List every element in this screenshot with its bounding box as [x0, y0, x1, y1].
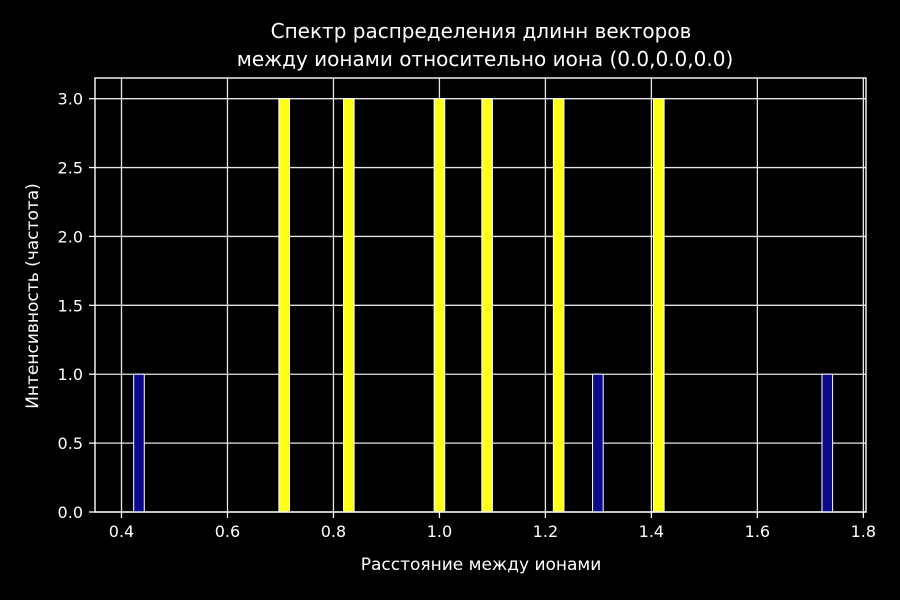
histogram-bar [343, 98, 355, 513]
x-axis-label: Расстояние между ионами [361, 555, 602, 575]
x-tick-label: 1.6 [745, 522, 770, 541]
histogram-bar [653, 98, 665, 513]
histogram-bar [133, 373, 145, 513]
x-tick-label: 1.2 [533, 522, 558, 541]
x-tick-label: 0.4 [109, 522, 134, 541]
y-tick-label: 0.0 [58, 503, 83, 522]
histogram-bar [433, 98, 446, 513]
histogram-bar [552, 98, 565, 513]
histogram-bar [278, 98, 290, 513]
x-tick-label: 0.8 [321, 522, 346, 541]
y-tick-label: 1.0 [58, 365, 83, 384]
x-tick-label: 0.6 [215, 522, 240, 541]
y-tick-label: 2.5 [58, 159, 83, 178]
y-tick-label: 1.5 [58, 296, 83, 315]
x-tick-label: 1.8 [851, 522, 876, 541]
y-axis-label: Интенсивность (частота) [23, 183, 43, 409]
y-tick-label: 2.0 [58, 227, 83, 246]
x-tick-label: 1.0 [427, 522, 452, 541]
plot-frame [94, 77, 867, 513]
histogram-bar [592, 373, 604, 513]
chart-title-line-2: между ионами относительно иона (0.0,0.0,… [237, 47, 734, 71]
chart-title-line-1: Спектр распределения длинн векторов [271, 19, 692, 43]
histogram-bar [821, 373, 834, 513]
x-tick-label: 1.4 [639, 522, 664, 541]
histogram-bar [481, 98, 493, 513]
ticks: 0.4 0.6 0.8 1.0 1.2 1.4 1.6 1.8 0.0 0.5 1.0 1.5 2.0 2… [58, 90, 877, 541]
y-tick-label: 0.5 [58, 434, 83, 453]
y-tick-label: 3.0 [58, 90, 83, 109]
